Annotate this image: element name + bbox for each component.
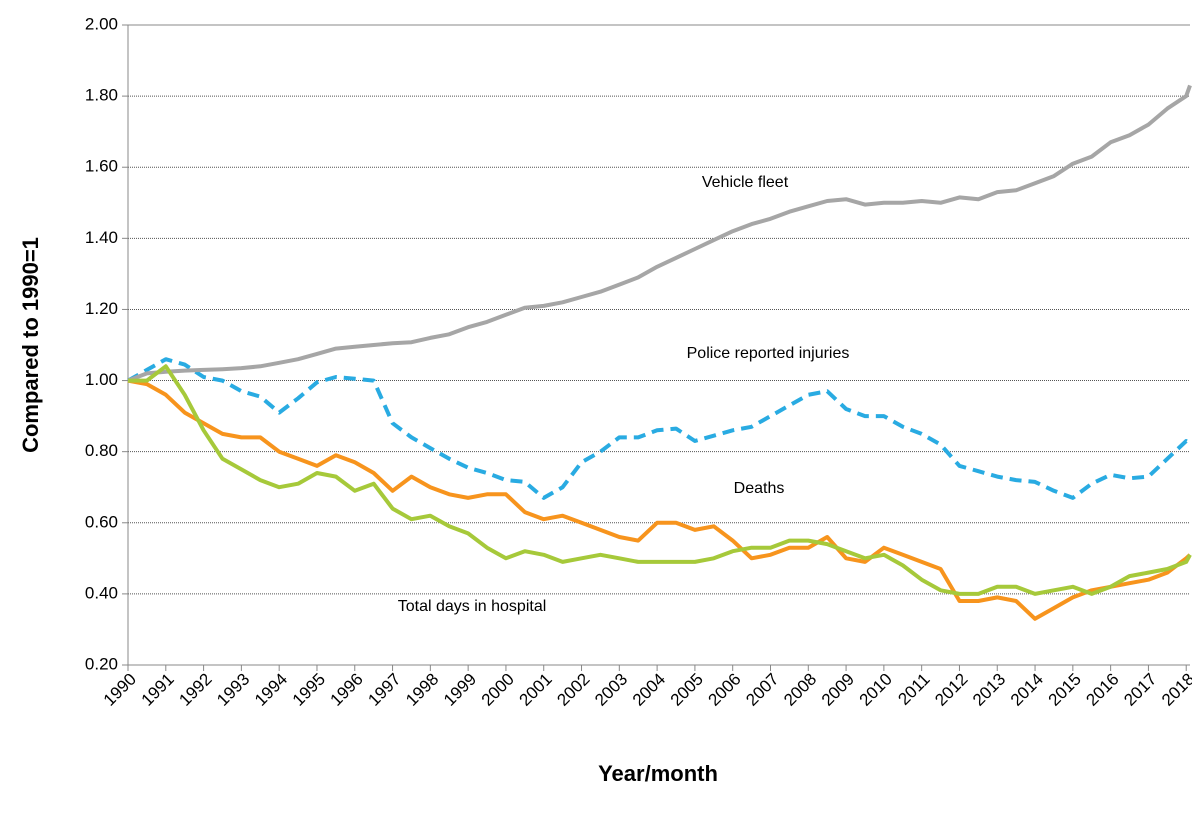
x-tick-label: 2012 [931,670,971,710]
series-label: Deaths [734,480,785,497]
y-tick-label: 1.80 [85,86,118,105]
x-tick-label: 2018 [1158,670,1192,710]
x-tick-label: 2008 [780,670,820,710]
y-tick-label: 2.00 [85,14,118,33]
x-tick-label: 2001 [516,670,556,710]
y-tick-label: 0.40 [85,583,118,602]
x-tick-label: 2017 [1120,670,1160,710]
x-tick-label: 2000 [478,670,518,710]
x-tick-label: 2005 [667,670,707,710]
x-tick-label: 2014 [1007,670,1047,710]
y-tick-label: 1.60 [85,157,118,176]
x-tick-label: 1994 [251,670,291,710]
series-label: Police reported injuries [687,345,850,362]
x-tick-label: 2013 [969,670,1009,710]
x-tick-label: 1993 [213,670,253,710]
x-tick-label: 2009 [818,670,858,710]
x-tick-label: 1990 [100,670,140,710]
x-tick-label: 2006 [705,670,745,710]
y-tick-label: 0.80 [85,441,118,460]
x-tick-label: 2011 [894,670,933,709]
x-tick-label: 1991 [138,670,178,710]
y-tick-label: 1.40 [85,228,118,247]
x-tick-label: 2004 [629,670,669,710]
x-tick-label: 1997 [364,670,404,710]
x-tick-label: 1999 [440,670,480,710]
y-tick-label: 1.20 [85,299,118,318]
y-axis-title: Compared to 1990=1 [18,237,43,453]
x-tick-label: 2016 [1082,670,1122,710]
y-tick-label: 1.00 [85,370,118,389]
x-tick-label: 2002 [553,670,593,710]
x-tick-label: 1998 [402,670,442,710]
y-tick-label: 0.60 [85,512,118,531]
x-tick-label: 2003 [591,670,631,710]
x-tick-label: 1995 [289,670,329,710]
x-tick-label: 1992 [175,670,215,710]
series-label: Vehicle fleet [702,174,789,191]
y-tick-label: 0.20 [85,654,118,673]
x-tick-label: 2007 [742,670,782,710]
series-line [127,378,1192,621]
series-label: Total days in hospital [398,598,547,615]
x-tick-label: 2015 [1045,670,1085,710]
series-line [128,364,1192,596]
x-tick-label: 1996 [327,670,367,710]
x-tick-label: 2010 [856,670,896,710]
series-line [127,357,1191,500]
x-axis-title: Year/month [598,761,718,786]
series-line [127,84,1192,383]
